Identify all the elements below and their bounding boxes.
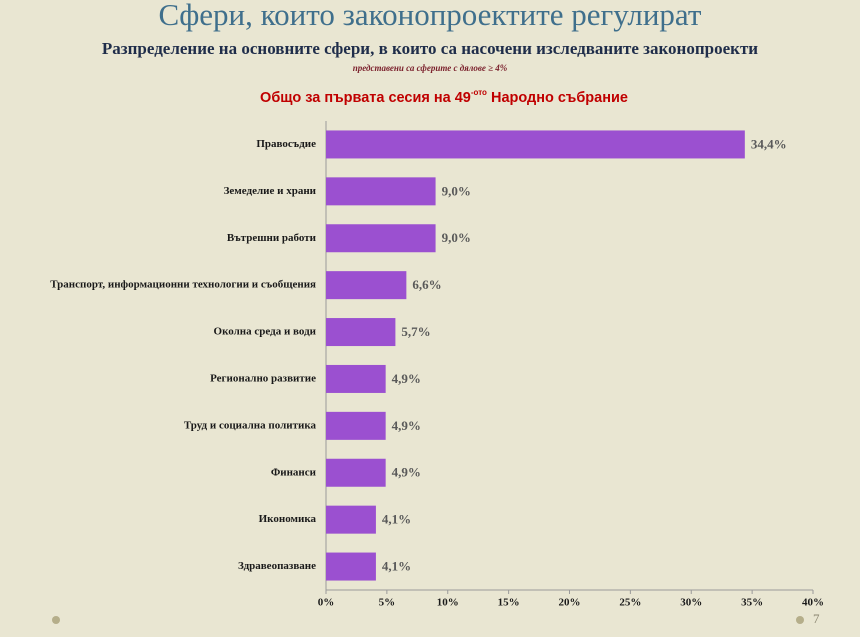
subtitle: Разпределение на основните сфери, в коит… bbox=[102, 39, 758, 58]
bar bbox=[326, 318, 396, 347]
chart-title: Общо за първата сесия на 49-ото Народно … bbox=[260, 88, 628, 106]
value-label: 5,7% bbox=[401, 324, 430, 339]
value-label: 4,1% bbox=[382, 559, 411, 574]
x-tick-label: 15% bbox=[498, 597, 520, 609]
bar bbox=[326, 177, 436, 206]
x-tick-label: 0% bbox=[318, 597, 335, 609]
bar bbox=[326, 271, 407, 300]
bar bbox=[326, 552, 376, 581]
y-tick-label: Околна среда и води bbox=[214, 326, 317, 338]
x-tick-label: 35% bbox=[741, 597, 763, 609]
bar bbox=[326, 505, 376, 534]
value-label: 34,4% bbox=[751, 136, 787, 151]
value-label: 9,0% bbox=[442, 183, 471, 198]
decor-dot bbox=[796, 616, 804, 624]
decor-dot bbox=[52, 616, 60, 624]
y-tick-label: Вътрешни работи bbox=[227, 232, 317, 244]
y-tick-label: Транспорт, информационни технологии и съ… bbox=[50, 279, 316, 291]
y-tick-label: Икономика bbox=[259, 513, 317, 525]
value-label: 4,9% bbox=[392, 465, 421, 480]
note: представени са сферите с дялове ≥ 4% bbox=[353, 63, 508, 73]
x-tick-label: 10% bbox=[437, 597, 459, 609]
chart-title-end: Народно събрание bbox=[487, 90, 628, 106]
bar bbox=[326, 130, 745, 159]
value-label: 6,6% bbox=[412, 277, 441, 292]
bar bbox=[326, 411, 386, 440]
x-tick-label: 5% bbox=[379, 597, 396, 609]
y-tick-label: Земеделие и храни bbox=[224, 185, 317, 197]
x-tick-label: 25% bbox=[619, 597, 641, 609]
page-number: 7 bbox=[813, 611, 820, 626]
x-tick-label: 20% bbox=[559, 597, 581, 609]
bar bbox=[326, 458, 386, 487]
y-tick-label: Здравеопазване bbox=[238, 560, 316, 572]
y-tick-label: Регионално развитие bbox=[210, 372, 316, 384]
chart-title-sup: -ото bbox=[471, 88, 487, 97]
bar bbox=[326, 224, 436, 253]
y-tick-label: Труд и социална политика bbox=[184, 419, 317, 431]
chart-title-main: Общо за първата сесия на 49 bbox=[260, 90, 471, 106]
value-label: 4,9% bbox=[392, 371, 421, 386]
value-label: 9,0% bbox=[442, 230, 471, 245]
slide-title: Сфери, които законопроектите регулират bbox=[159, 0, 702, 32]
x-tick-label: 30% bbox=[680, 597, 702, 609]
y-tick-label: Финанси bbox=[271, 466, 317, 478]
x-tick-label: 40% bbox=[802, 597, 824, 609]
y-tick-label: Правосъдие bbox=[256, 138, 316, 150]
value-label: 4,1% bbox=[382, 512, 411, 527]
value-label: 4,9% bbox=[392, 418, 421, 433]
bar bbox=[326, 364, 386, 393]
